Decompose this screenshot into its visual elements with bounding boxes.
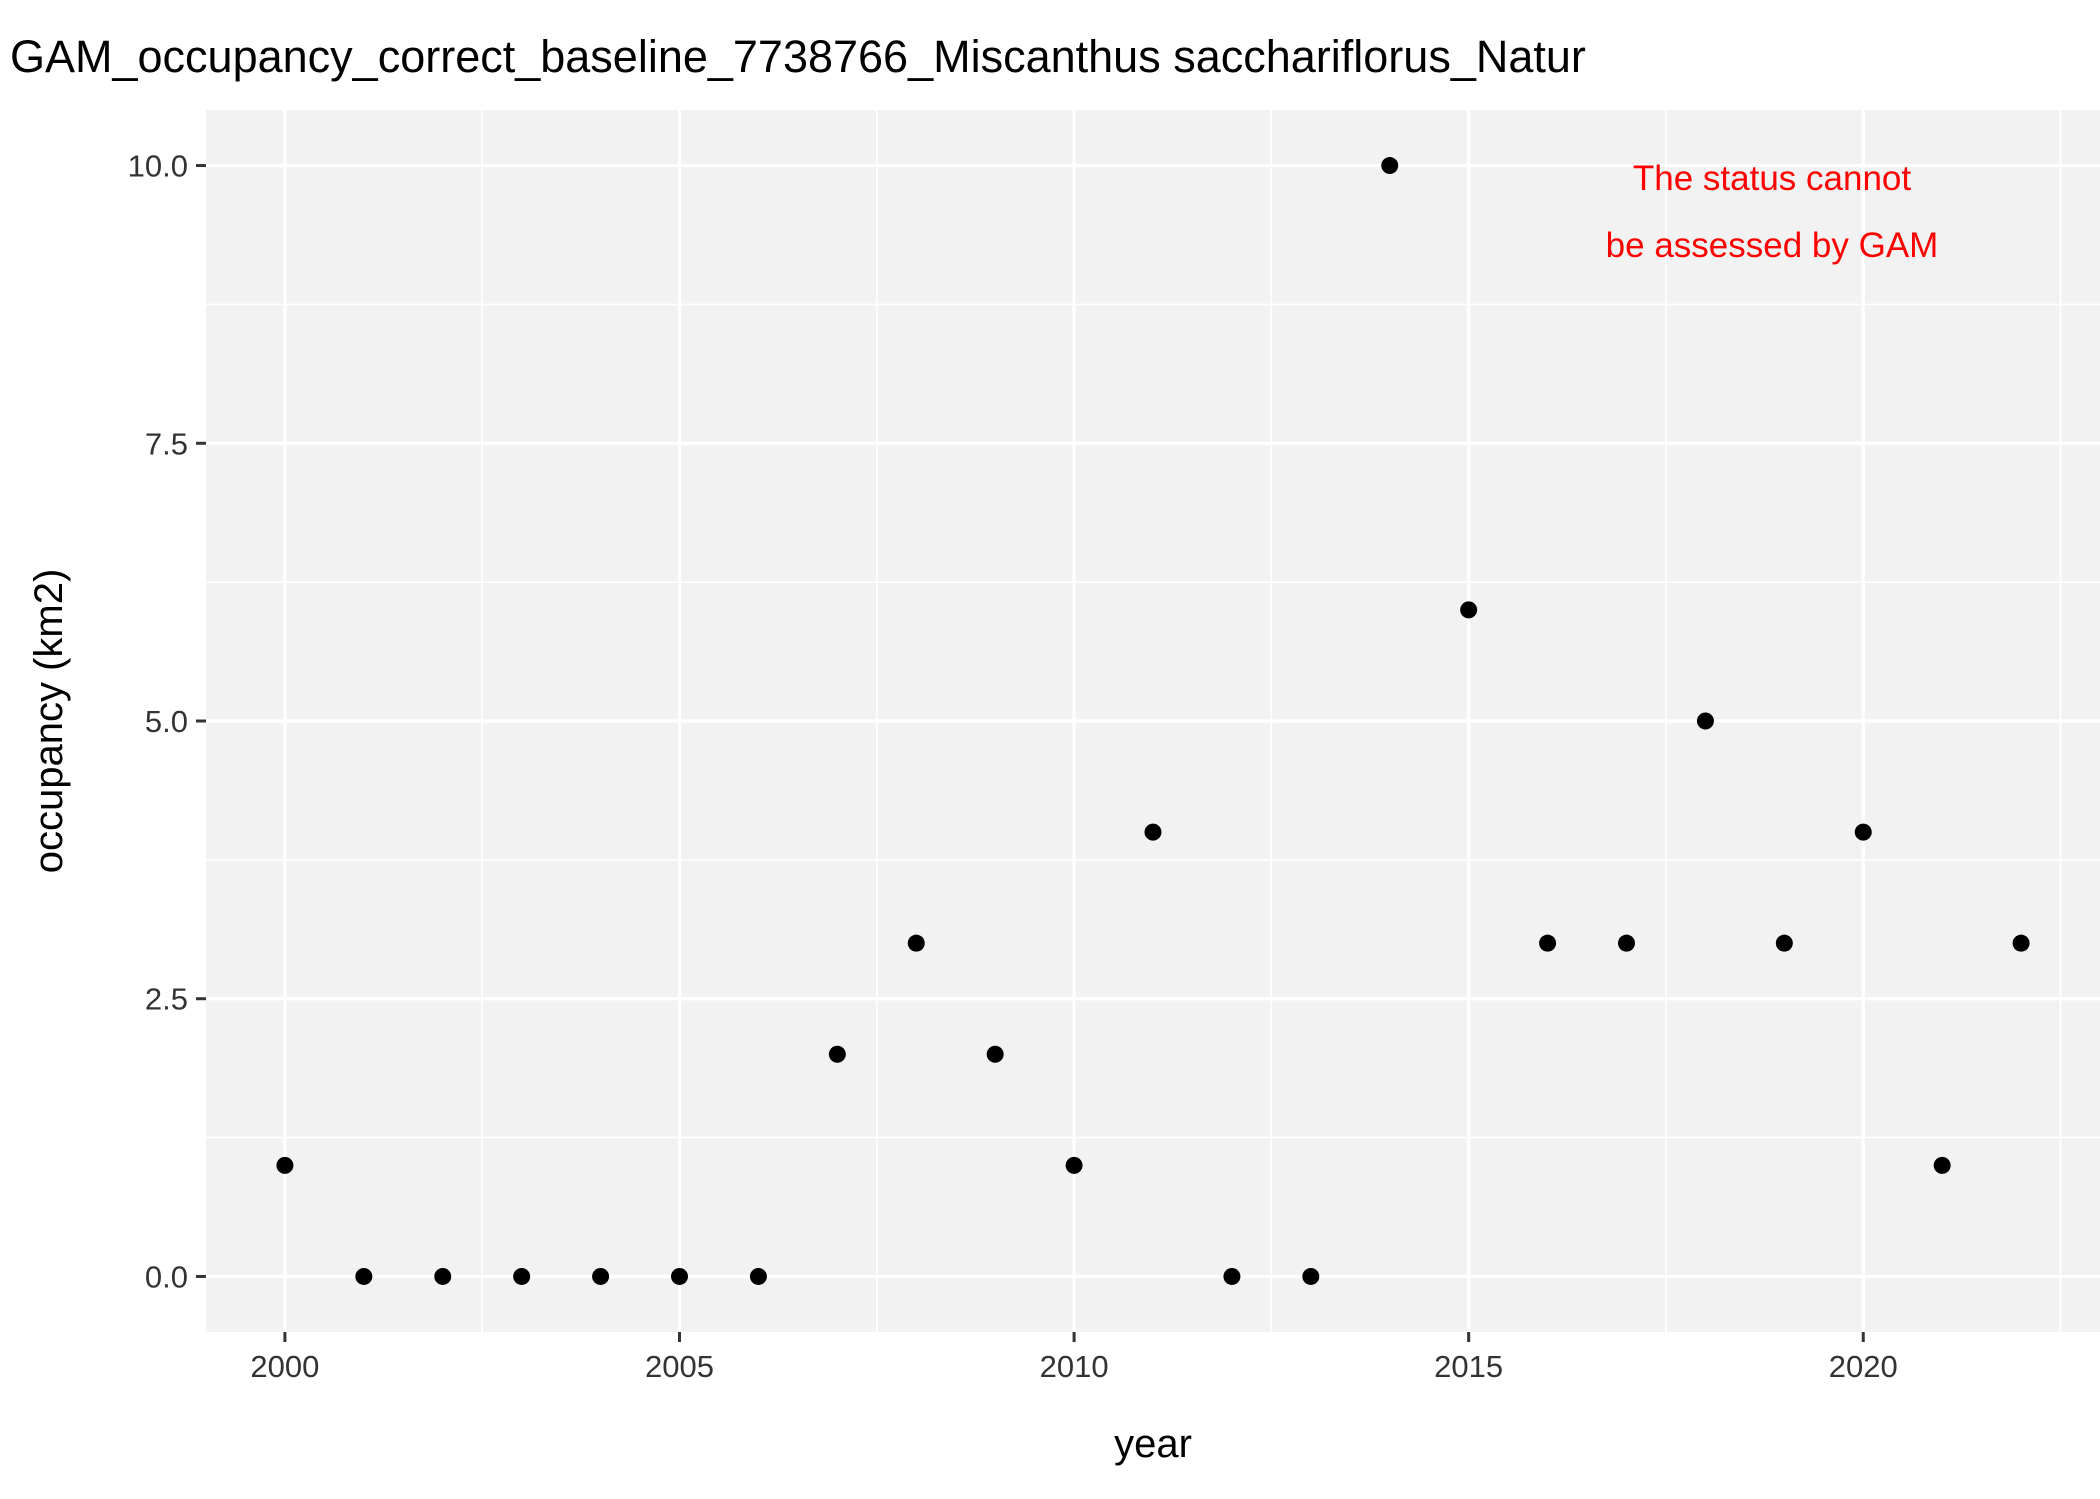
x-tick-label: 2020	[1829, 1349, 1898, 1384]
x-axis-title: year	[1114, 1422, 1192, 1466]
data-point	[1775, 934, 1793, 952]
data-point	[434, 1267, 452, 1285]
data-point	[1223, 1267, 1241, 1285]
y-tick-label: 0.0	[145, 1259, 188, 1294]
y-tick-label: 5.0	[145, 704, 188, 739]
data-point	[1696, 712, 1714, 730]
status-annotation: The status cannot be assessed by GAM	[1606, 159, 1939, 265]
data-point	[986, 1045, 1004, 1063]
y-tick-label: 10.0	[128, 149, 188, 184]
annotation-line-1: The status cannot	[1633, 159, 1911, 198]
x-tick-label: 2005	[645, 1349, 714, 1384]
data-point	[1539, 934, 1557, 952]
y-tick-label: 2.5	[145, 982, 188, 1017]
data-point	[907, 934, 925, 952]
data-point	[1618, 934, 1635, 952]
data-point	[592, 1267, 610, 1285]
data-point	[1302, 1267, 1320, 1285]
data-point	[1460, 601, 1478, 619]
y-tick-label: 7.5	[145, 426, 188, 461]
annotation-line-2: be assessed by GAM	[1606, 226, 1939, 265]
data-point	[513, 1267, 531, 1285]
data-point	[2012, 934, 2030, 952]
data-point	[1381, 157, 1399, 175]
data-point	[828, 1045, 846, 1063]
x-axis: 2000 2005 2010 2015 2020	[250, 1332, 1898, 1384]
y-axis: 0.0 2.5 5.0 7.5 10.0	[128, 149, 206, 1294]
y-axis-title: occupancy (km2)	[27, 569, 71, 874]
data-point	[749, 1267, 767, 1285]
data-point	[1854, 823, 1872, 841]
data-points	[276, 157, 2030, 1285]
chart-title: GAM_occupancy_correct_baseline_7738766_M…	[10, 31, 1586, 82]
data-point	[1065, 1156, 1083, 1174]
major-gridlines	[206, 110, 2100, 1332]
data-point	[355, 1267, 373, 1285]
data-point	[671, 1267, 688, 1285]
data-point	[1144, 823, 1162, 841]
x-tick-label: 2010	[1040, 1349, 1109, 1384]
x-tick-label: 2000	[250, 1349, 319, 1384]
x-tick-label: 2015	[1434, 1349, 1503, 1384]
data-point	[276, 1156, 294, 1174]
data-point	[1933, 1156, 1951, 1174]
